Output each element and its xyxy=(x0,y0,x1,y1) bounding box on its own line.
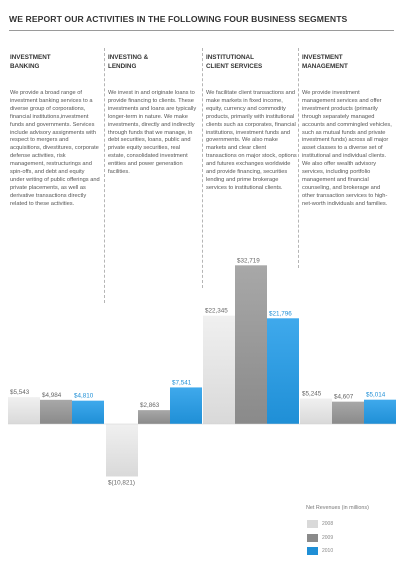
headline-rule xyxy=(9,30,394,31)
segment-description: We facilitate client transactions and ma… xyxy=(206,90,297,191)
data-label-2009-3: $4,607 xyxy=(334,394,354,401)
bar-2010-3 xyxy=(364,399,396,424)
column-divider xyxy=(298,48,299,268)
bar-2008-3 xyxy=(300,398,332,424)
bar-2008-1 xyxy=(106,424,138,477)
segment-investment-management: INVESTMENT MANAGEMENT xyxy=(302,54,348,71)
data-label-2010-1: $7,541 xyxy=(172,379,192,386)
legend-swatch xyxy=(307,520,318,528)
bar-2009-1 xyxy=(138,410,170,424)
segment-title: INVESTING & LENDING xyxy=(108,54,149,70)
bar-2009-3 xyxy=(332,401,364,424)
segment-investing-lending: INVESTING & LENDING xyxy=(108,54,148,71)
data-label-2009-0: $4,984 xyxy=(42,392,62,399)
data-label-2008-0: $5,543 xyxy=(10,389,30,396)
legend-label: 2010 xyxy=(322,548,334,554)
column-divider xyxy=(202,48,203,288)
data-label-2008-3: $5,245 xyxy=(302,391,322,398)
bar-2009-2 xyxy=(235,265,267,424)
segment-title: INVESTMENT BANKING xyxy=(10,54,51,70)
data-label-2010-3: $5,014 xyxy=(366,392,386,399)
data-label-2009-1: $2,863 xyxy=(140,402,160,409)
bar-2010-0 xyxy=(72,400,104,424)
segment-description: We invest in and originate loans to prov… xyxy=(108,90,197,176)
legend-swatch xyxy=(307,534,318,542)
data-label-2009-2: $32,719 xyxy=(237,257,260,264)
segment-investment-banking: INVESTMENT BANKING xyxy=(10,54,51,71)
bar-2010-2 xyxy=(267,318,299,424)
data-label-2008-2: $22,345 xyxy=(205,308,228,315)
data-label-2008-1: $(10,821) xyxy=(108,479,135,486)
bar-2010-1 xyxy=(170,387,202,424)
legend-label: 2009 xyxy=(322,535,334,541)
bar-2008-0 xyxy=(8,397,40,424)
data-label-2010-2: $21,796 xyxy=(269,310,292,317)
legend-title: Net Revenues (in millions) xyxy=(306,505,369,511)
segment-description: We provide a broad range of investment b… xyxy=(10,90,100,207)
page-headline: WE REPORT OUR ACTIVITIES IN THE FOLLOWIN… xyxy=(9,14,348,24)
bar-2009-0 xyxy=(40,399,72,424)
legend-label: 2008 xyxy=(322,521,334,527)
segment-title: INSTITUTIONAL CLIENT SERVICES xyxy=(206,54,263,70)
data-label-2010-0: $4,810 xyxy=(74,393,94,400)
segment-title: INVESTMENT MANAGEMENT xyxy=(302,54,348,70)
segment-description: We provide investment management service… xyxy=(302,90,392,207)
bar-2008-2 xyxy=(203,315,235,424)
legend-swatch xyxy=(307,547,318,555)
column-divider xyxy=(104,48,105,303)
segment-institutional-client-services: INSTITUTIONAL CLIENT SERVICES xyxy=(206,54,262,71)
